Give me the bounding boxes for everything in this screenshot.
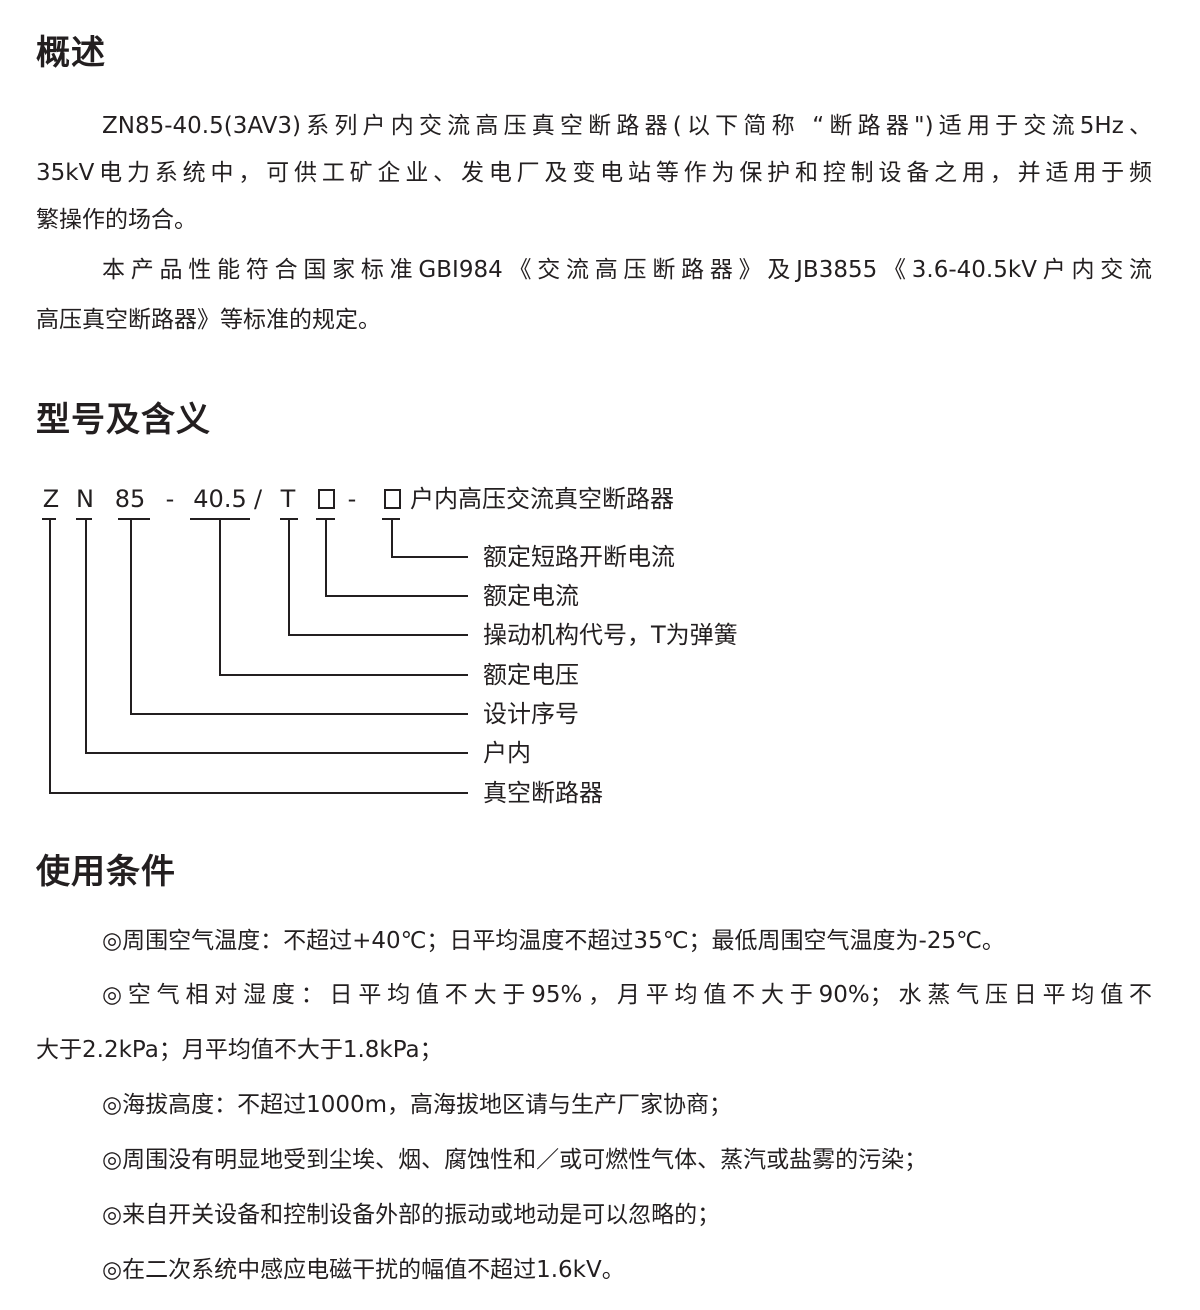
overview-heading: 概述 — [36, 33, 106, 73]
leader-line — [130, 519, 132, 714]
condition-line: ◎在二次系统中感应电磁干扰的幅值不超过1.6kV。 — [102, 1257, 625, 1283]
underline — [76, 518, 92, 520]
model-token: / — [253, 485, 263, 513]
condition-line: 大于2.2kPa；月平均值不大于1.8kPa； — [36, 1037, 443, 1063]
leader-line — [49, 519, 51, 793]
leader-line — [288, 519, 290, 635]
overview-line: 35kV电力系统中，可供工矿企业、发电厂及变电站等作为保护和控制设备之用，并适用… — [36, 160, 1152, 186]
overview-line: ZN85-40.5(3AV3)系列户内交流高压真空断路器(以下简称 “断路器")… — [102, 113, 1152, 139]
overview-line: 高压真空断路器》等标准的规定。 — [36, 307, 381, 333]
meaning-label: 户内 — [483, 739, 531, 767]
leader-line — [288, 634, 468, 636]
condition-line: ◎周围空气温度：不超过+40℃；日平均温度不超过35℃；最低周围空气温度为-25… — [102, 928, 1005, 954]
leader-line — [85, 752, 468, 754]
model-token: T — [280, 485, 296, 513]
leader-line — [130, 713, 468, 715]
model-token-box — [382, 484, 402, 514]
leader-line — [325, 519, 327, 596]
meaning-label: 额定电流 — [483, 582, 579, 610]
condition-line: ◎海拔高度：不超过1000m，高海拔地区请与生产厂家协商； — [102, 1092, 733, 1118]
meaning-label: 额定短路开断电流 — [483, 543, 675, 571]
model-suffix: 户内高压交流真空断路器 — [410, 485, 674, 513]
condition-line: ◎空气相对湿度：日平均值不大于95%，月平均值不大于90%；水蒸气压日平均值不 — [102, 982, 1152, 1008]
condition-line: ◎来自开关设备和控制设备外部的振动或地动是可以忽略的； — [102, 1202, 721, 1228]
meaning-label: 额定电压 — [483, 661, 579, 689]
meaning-label: 真空断路器 — [483, 779, 603, 807]
overview-line: 本产品性能符合国家标准GBI984《交流高压断路器》及JB3855《3.6-40… — [102, 257, 1152, 283]
leader-line — [325, 595, 468, 597]
leader-line — [391, 519, 393, 557]
underline — [118, 518, 150, 520]
model-token-box — [316, 484, 336, 514]
model-token: Z — [42, 485, 60, 513]
blank-box-icon — [317, 489, 335, 509]
leader-line — [219, 519, 221, 675]
condition-line: ◎周围没有明显地受到尘埃、烟、腐蚀性和／或可燃性气体、蒸汽或盐雾的污染； — [102, 1147, 928, 1173]
model-heading: 型号及含义 — [36, 400, 211, 440]
blank-box-icon — [383, 489, 401, 509]
model-token: N — [76, 485, 94, 513]
model-token: 40.5 — [193, 485, 247, 513]
leader-line — [85, 519, 87, 753]
model-token: 85 — [114, 485, 146, 513]
leader-line — [391, 556, 468, 558]
conditions-heading: 使用条件 — [36, 852, 176, 892]
meaning-label: 设计序号 — [483, 700, 579, 728]
leader-line — [49, 792, 468, 794]
overview-line: 繁操作的场合。 — [36, 207, 197, 233]
leader-line — [219, 674, 468, 676]
meaning-label: 操动机构代号，T为弹簧 — [483, 621, 738, 649]
model-token: - — [165, 485, 175, 513]
model-token: - — [347, 485, 357, 513]
